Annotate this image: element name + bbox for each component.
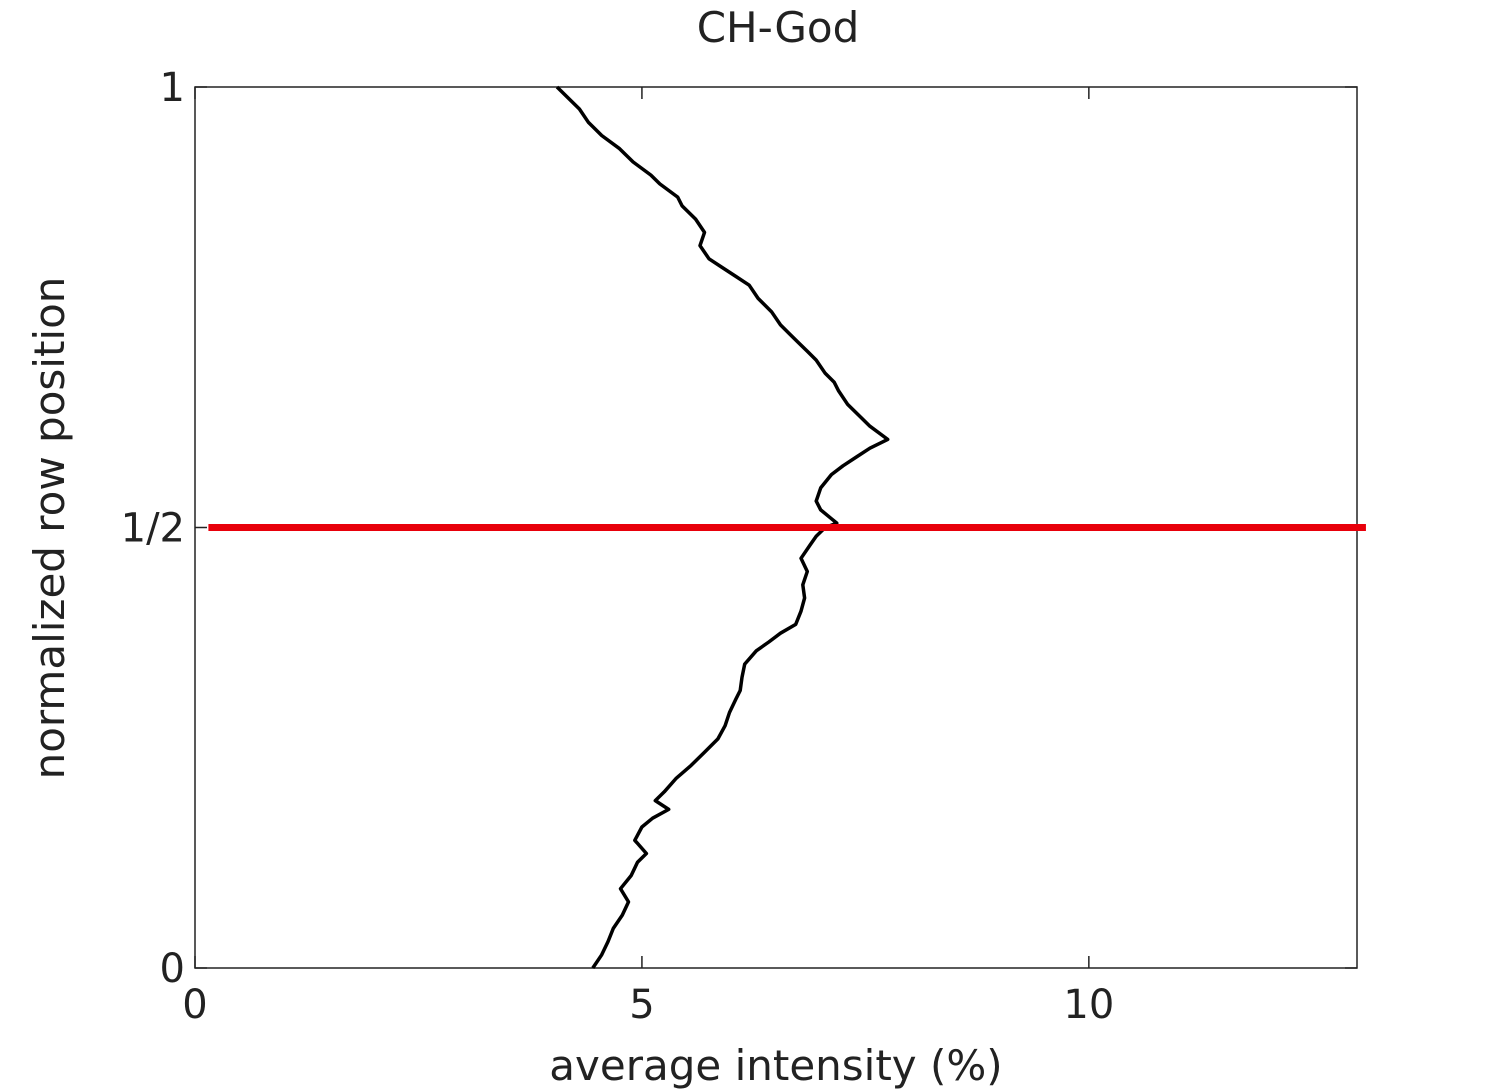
x-tick-label: 5: [629, 982, 654, 1028]
chart-title: CH-God: [697, 3, 860, 52]
y-tick-label: 1: [160, 65, 185, 111]
y-tick-label: 0: [160, 946, 185, 992]
intensity-profile-line: [555, 85, 890, 969]
x-ticks: 0 5 10: [182, 87, 1114, 1028]
y-ticks: 0 1/2 1: [121, 65, 1357, 992]
y-tick-label: 1/2: [121, 506, 185, 552]
x-axis-title: average intensity (%): [549, 1041, 1002, 1090]
x-tick-label: 10: [1063, 982, 1114, 1028]
y-axis-title: normalized row position: [25, 277, 74, 780]
x-tick-label: 0: [182, 982, 207, 1028]
